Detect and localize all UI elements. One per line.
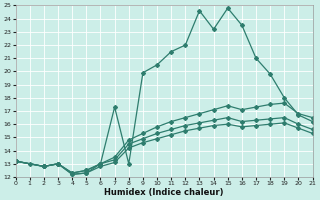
X-axis label: Humidex (Indice chaleur): Humidex (Indice chaleur) (104, 188, 224, 197)
